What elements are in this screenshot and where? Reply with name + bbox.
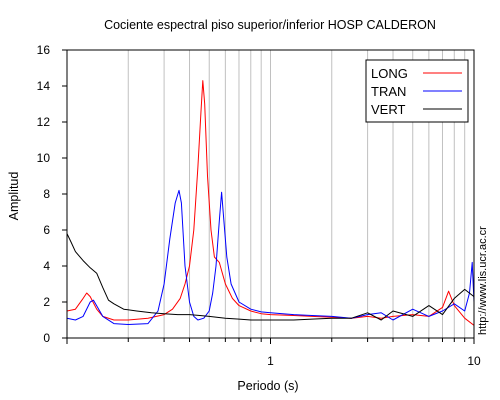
- y-tick-label: 0: [43, 331, 50, 345]
- legend-label-tran: TRAN: [371, 84, 406, 99]
- legend: LONG TRAN VERT: [365, 59, 469, 123]
- series-lines: [66, 80, 475, 326]
- credit-url: http://www.lis.ucr.ac.cr: [477, 226, 489, 335]
- series-line-tran: [66, 189, 475, 325]
- x-tick-label: 1: [267, 354, 274, 368]
- x-axis-ticks: 1 10: [66, 338, 481, 368]
- y-tick-label: 6: [43, 223, 50, 237]
- chart-title: Cociente espectral piso superior/inferio…: [104, 18, 436, 32]
- y-tick-label: 16: [37, 43, 51, 57]
- y-tick-label: 8: [43, 187, 50, 201]
- series-line-long: [66, 80, 475, 326]
- y-tick-label: 14: [37, 79, 51, 93]
- y-tick-label: 2: [43, 295, 50, 309]
- y-axis-ticks: 0 2 4 6 8 10 12 14 16: [37, 43, 67, 345]
- series-line-vert: [66, 233, 475, 321]
- x-tick-label: 10: [467, 354, 481, 368]
- y-tick-label: 4: [43, 259, 50, 273]
- legend-label-long: LONG: [371, 66, 408, 81]
- y-tick-label: 10: [37, 151, 51, 165]
- y-tick-label: 12: [37, 115, 51, 129]
- x-axis-label: Periodo (s): [237, 379, 298, 393]
- legend-label-vert: VERT: [371, 102, 405, 117]
- y-axis-label: Amplitud: [7, 172, 21, 221]
